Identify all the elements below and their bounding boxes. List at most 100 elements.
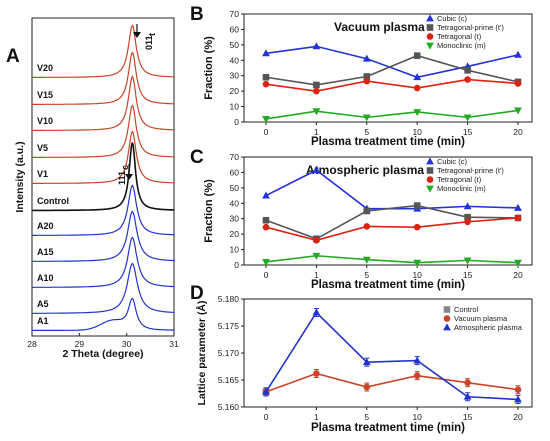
y-tick-label: 30 bbox=[230, 71, 240, 81]
y-tick-label: 5.170 bbox=[218, 348, 240, 358]
data-point-tprime bbox=[413, 52, 421, 59]
data-point-atmospheric bbox=[413, 356, 422, 364]
panel-c-y-label: Fraction (%) bbox=[203, 179, 215, 243]
y-tick-label: 5.175 bbox=[218, 321, 240, 331]
data-point-vacuum bbox=[413, 372, 421, 379]
series-line-vacuum bbox=[265, 372, 519, 393]
data-point-atmospheric bbox=[362, 358, 371, 366]
legend-marker-tetragonal bbox=[426, 33, 434, 40]
data-point-tetragonal bbox=[313, 87, 320, 95]
spectrum-A1 bbox=[32, 297, 174, 331]
legend-marker-vacuum bbox=[443, 315, 451, 322]
x-tick-label: 0 bbox=[264, 127, 269, 137]
legend-label-cubic: Cubic (c) bbox=[437, 14, 468, 23]
data-point-tprime bbox=[262, 216, 270, 224]
y-tick-label: 40 bbox=[230, 55, 240, 65]
spectrum-V1 bbox=[32, 130, 174, 184]
legend-label-tetragonal: Tetragonal (t) bbox=[437, 32, 482, 41]
x-tick-label: 1 bbox=[314, 412, 319, 422]
y-tick-label: 10 bbox=[230, 245, 240, 255]
legend-label-tprime: Tetragonal-prime (t') bbox=[437, 23, 504, 32]
x-tick-label: 20 bbox=[513, 412, 523, 422]
panel-b-x-label: Plasma treatment time (min) bbox=[311, 136, 465, 148]
legend-label-control: Control bbox=[454, 305, 479, 314]
x-tick-label: 5 bbox=[364, 270, 369, 280]
legend-marker-atmospheric bbox=[443, 323, 451, 331]
data-point-monoclinic bbox=[362, 114, 371, 122]
x-tick-label: 15 bbox=[463, 127, 473, 137]
x-tick-label: 0 bbox=[264, 270, 269, 280]
series-line-atmospheric bbox=[265, 311, 519, 401]
sample-label-A1: A1 bbox=[37, 316, 49, 326]
panel-label-a: A bbox=[6, 46, 20, 67]
data-point-monoclinic bbox=[413, 259, 422, 267]
x-tick-label: 28 bbox=[27, 339, 37, 349]
panel-a-x-ticks: 28 29 30 31 bbox=[27, 333, 179, 349]
y-tick-label: 10 bbox=[230, 102, 240, 112]
data-point-tetragonal bbox=[514, 80, 522, 87]
sample-label-A20: A20 bbox=[37, 221, 54, 231]
y-tick-label: 50 bbox=[230, 40, 240, 50]
data-point-atmospheric bbox=[312, 308, 321, 316]
data-point-tetragonal bbox=[262, 223, 270, 231]
data-point-tetragonal bbox=[413, 223, 421, 231]
spectrum-A15 bbox=[32, 210, 175, 262]
data-point-tprime bbox=[464, 213, 471, 221]
sample-label-A10: A10 bbox=[37, 273, 54, 283]
data-point-monoclinic bbox=[463, 114, 472, 122]
spectrum-A20 bbox=[32, 184, 174, 236]
sample-label-V5: V5 bbox=[37, 143, 48, 153]
panel-a-y-label: Intensity (a.u.) bbox=[14, 141, 26, 212]
data-point-cubic bbox=[463, 202, 472, 210]
x-tick-label: 5 bbox=[364, 412, 369, 422]
spectrum-V20 bbox=[32, 24, 174, 79]
x-tick-label: 1 bbox=[314, 127, 319, 137]
x-tick-label: 30 bbox=[122, 339, 132, 349]
legend-marker-monoclinic bbox=[426, 42, 434, 50]
panel-a-sample-labels: V20 V15 V10 V5 V1 Control A20 A15 A10 A5 A1 bbox=[37, 63, 69, 326]
y-tick-label: 30 bbox=[230, 214, 240, 224]
sample-label-Control: Control bbox=[37, 196, 69, 206]
data-point-atmospheric bbox=[514, 395, 522, 403]
data-point-monoclinic bbox=[312, 252, 321, 260]
data-point-tetragonal bbox=[464, 76, 471, 83]
data-point-tetragonal bbox=[313, 237, 320, 244]
y-tick-label: 50 bbox=[230, 183, 240, 193]
y-tick-label: 5.180 bbox=[218, 294, 240, 304]
panel-b-frame bbox=[243, 13, 533, 123]
data-point-vacuum bbox=[363, 383, 371, 391]
y-tick-label: 70 bbox=[230, 152, 240, 162]
data-point-monoclinic bbox=[262, 259, 270, 267]
legend-marker-control bbox=[443, 306, 451, 313]
data-point-tetragonal bbox=[464, 218, 471, 226]
data-point-vacuum bbox=[464, 379, 471, 387]
legend-marker-tetragonal bbox=[426, 176, 434, 183]
legend-label-monoclinic: Monoclinic (m) bbox=[437, 41, 486, 50]
legend-marker-monoclinic bbox=[426, 185, 434, 193]
panel-d-x-label: Plasma treatment time (min) bbox=[311, 422, 465, 434]
data-point-tetragonal bbox=[262, 80, 270, 88]
x-tick-label: 20 bbox=[513, 127, 523, 137]
panel-b-series bbox=[262, 42, 522, 124]
panel-d-y-label: Lattice parameter (Å) bbox=[195, 300, 208, 405]
data-point-monoclinic bbox=[463, 257, 472, 265]
peak-annotation-011t: 011 t bbox=[133, 24, 157, 50]
data-point-cubic bbox=[312, 166, 321, 174]
panel-a-frame bbox=[31, 17, 175, 337]
x-tick-label: 0 bbox=[264, 412, 269, 422]
arrow-011t-head bbox=[133, 32, 141, 38]
data-point-monoclinic bbox=[362, 256, 371, 264]
data-point-tprime bbox=[413, 202, 421, 209]
series-line-monoclinic bbox=[265, 109, 519, 120]
spectrum-A5 bbox=[32, 262, 174, 314]
series-line-monoclinic bbox=[265, 254, 519, 264]
panel-c-frame bbox=[243, 156, 533, 266]
peak-label-111: 111 bbox=[117, 171, 127, 185]
data-point-cubic bbox=[514, 50, 522, 58]
legend-label-atmospheric: Atmospheric plasma bbox=[454, 323, 523, 332]
peak-label-011-sub: t bbox=[147, 33, 157, 36]
panel-b-x-ticks: 0 1 5 10 15 20 bbox=[264, 122, 523, 137]
legend-marker-tprime bbox=[426, 24, 434, 31]
